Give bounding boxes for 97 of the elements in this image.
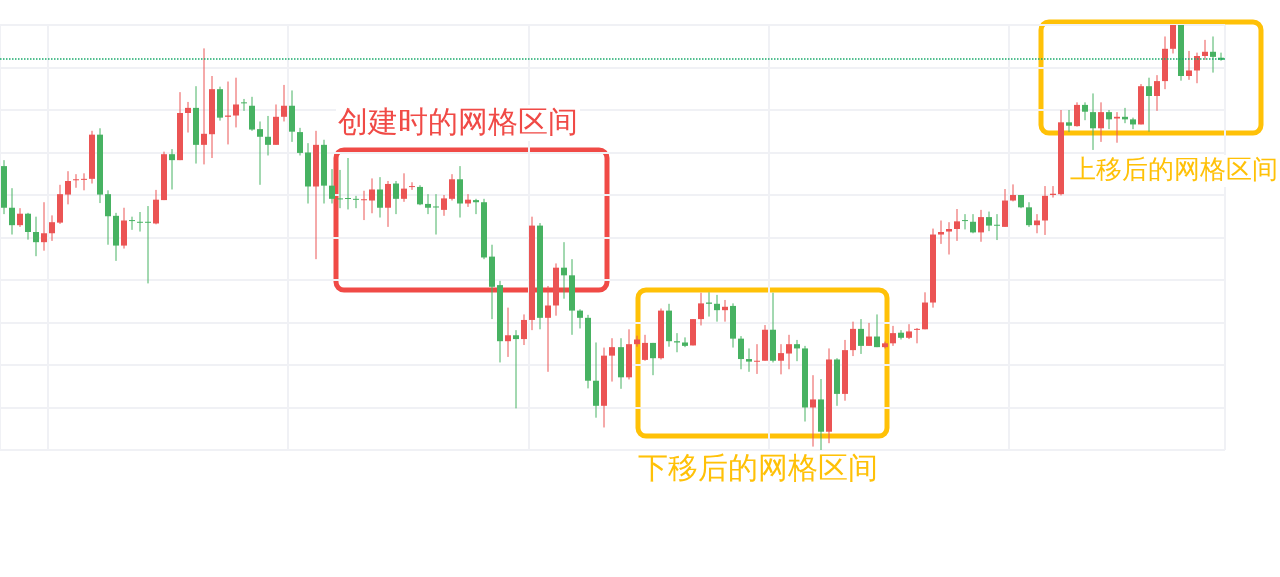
candlestick [682, 336, 688, 348]
candlestick [1114, 111, 1120, 144]
candlestick [185, 101, 191, 134]
candlestick [257, 120, 263, 186]
candlestick [786, 334, 792, 370]
candlestick [153, 189, 159, 225]
candlestick [513, 329, 519, 409]
candlestick [33, 216, 39, 257]
candlestick [337, 169, 343, 209]
candlestick [441, 194, 447, 217]
candlestick [1130, 117, 1136, 130]
candlestick [81, 172, 87, 191]
candlestick [9, 187, 15, 236]
candlestick [129, 216, 135, 231]
candlestick [986, 211, 992, 232]
candlestick [49, 214, 55, 242]
candlestick [898, 329, 904, 340]
candlestick [866, 322, 872, 347]
candlestick [353, 195, 359, 209]
candlestick [1066, 109, 1072, 133]
candlestick [473, 198, 479, 215]
candlestick [1154, 74, 1160, 112]
candlestick [794, 339, 800, 362]
candlestick [906, 323, 912, 340]
candlestick [850, 321, 856, 357]
candlestick [505, 307, 511, 358]
candlestick [1026, 201, 1032, 228]
candlestick [914, 327, 920, 344]
candlestick [281, 84, 287, 122]
candlestick [609, 337, 615, 383]
candlestick [449, 173, 455, 202]
candlestick [1186, 50, 1192, 81]
candlestick [970, 213, 976, 234]
candlestick [241, 98, 247, 112]
candlestick [1082, 101, 1088, 121]
candlestick [1106, 109, 1112, 130]
candlestick [377, 176, 383, 219]
candlestick [249, 96, 255, 132]
candlestick [698, 292, 704, 326]
candlestick [1074, 101, 1080, 128]
candlestick [385, 180, 391, 228]
candlestick [1098, 101, 1104, 143]
candlestick [521, 313, 527, 346]
candlestick [994, 213, 1000, 241]
candlestick [73, 173, 79, 189]
candlestick [954, 208, 960, 242]
candlestick [642, 334, 648, 362]
candlestick [746, 347, 752, 373]
candlestick [137, 211, 143, 233]
candlestick [465, 193, 471, 208]
candlestick [754, 343, 760, 375]
candlestick [561, 241, 567, 300]
candlestick [946, 221, 952, 255]
annotation: 下移后的网格区间 [638, 449, 878, 485]
candlestick [233, 77, 239, 128]
candlestick [201, 47, 207, 165]
annotation: 上移后的网格区间 [1070, 154, 1278, 184]
candlestick [890, 325, 896, 347]
candlestick [858, 318, 864, 355]
candlestick [1146, 77, 1152, 133]
candlestick [1210, 35, 1216, 74]
candlestick [25, 212, 31, 241]
candlestick [265, 115, 271, 156]
candlestick [401, 172, 407, 203]
candlestick [393, 180, 399, 215]
candlestick [577, 308, 583, 329]
candlestick [810, 374, 816, 448]
candlestick [962, 213, 968, 230]
candlestick [41, 201, 47, 252]
candlestick [417, 184, 423, 206]
candlestick [65, 170, 71, 205]
candlestick [978, 209, 984, 243]
candlestick [345, 157, 351, 210]
candlestick [329, 168, 335, 204]
candlestick [297, 127, 303, 156]
candlestick [650, 342, 656, 376]
candlestick [1202, 39, 1208, 61]
candlestick [369, 177, 375, 214]
candlestick [1090, 92, 1096, 151]
candlestick [1010, 183, 1016, 202]
candlestick [738, 335, 744, 370]
candlestick [425, 193, 431, 215]
candlestick [1170, 24, 1176, 54]
candlestick [433, 193, 439, 236]
candlestick [938, 220, 944, 245]
candlestick [722, 299, 728, 323]
candlestick [145, 205, 151, 284]
candlestick [778, 343, 784, 375]
candlestick [409, 181, 415, 191]
candlestick [17, 207, 23, 228]
candlestick [874, 313, 880, 348]
candlestick [169, 148, 175, 190]
candlestick [105, 189, 111, 246]
candlestick [545, 285, 551, 373]
annotation: 创建时的网格区间 [338, 103, 578, 139]
candlestick [714, 294, 720, 323]
candlestick [361, 190, 367, 221]
